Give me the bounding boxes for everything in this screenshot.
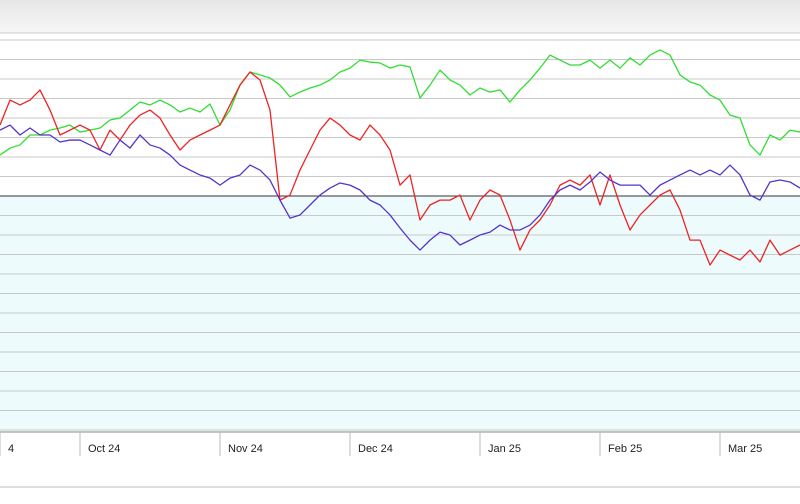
x-tick-label: Nov 24 (228, 443, 263, 455)
x-tick-label: Dec 24 (358, 443, 393, 455)
header-band (0, 0, 800, 33)
series-line (0, 49, 800, 156)
x-tick-label: Feb 25 (608, 443, 642, 455)
x-tick-label: 4 (8, 443, 14, 455)
below-baseline-fill (0, 196, 800, 432)
x-tick-label: Jan 25 (488, 443, 521, 455)
series-line (0, 71, 800, 266)
x-tick-label: Mar 25 (728, 443, 762, 455)
x-tick-label: Oct 24 (88, 443, 120, 455)
series-line (0, 124, 800, 251)
